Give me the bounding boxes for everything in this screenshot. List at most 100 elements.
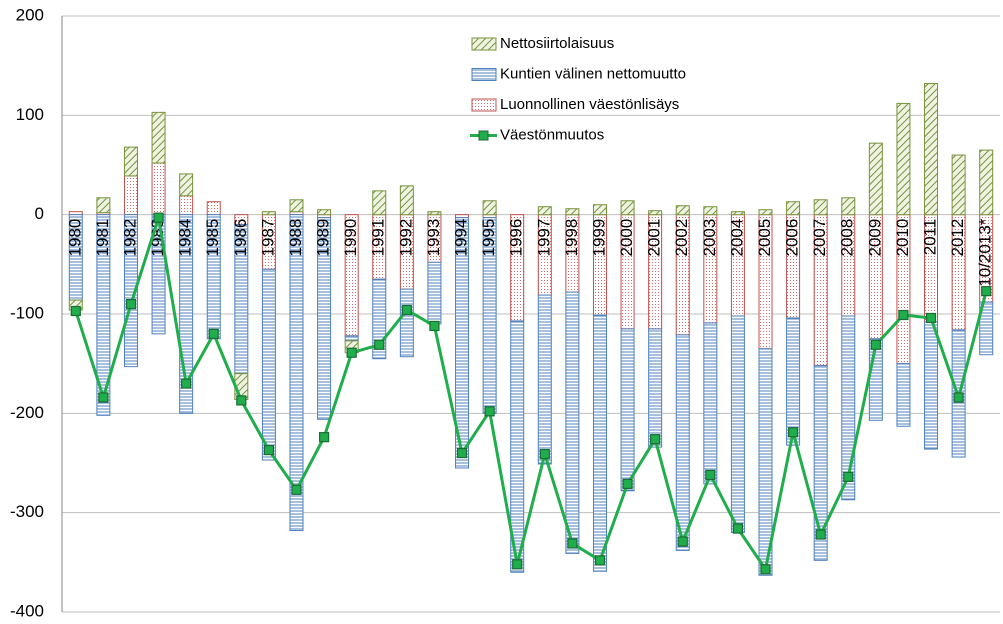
bar-segment bbox=[565, 208, 580, 216]
legend-marker bbox=[478, 130, 489, 141]
line-marker bbox=[981, 286, 992, 297]
line-marker bbox=[374, 339, 385, 350]
y-tick-label: 200 bbox=[16, 5, 44, 24]
bar-segment bbox=[592, 314, 607, 572]
line-marker bbox=[539, 448, 550, 460]
y-tick-label: 100 bbox=[16, 105, 44, 124]
line-marker bbox=[456, 447, 468, 459]
bar-segment bbox=[372, 190, 387, 216]
x-tick-label: 2003 bbox=[700, 219, 719, 257]
bar-segment bbox=[455, 217, 470, 469]
line-marker bbox=[98, 392, 109, 403]
x-tick-label: 2009 bbox=[865, 219, 884, 257]
bar-segment bbox=[648, 210, 663, 216]
bar-segment bbox=[96, 197, 111, 214]
x-tick-label: 1985 bbox=[203, 219, 222, 257]
bar-segment bbox=[261, 211, 276, 216]
legend-label: Nettosiirtolaisuus bbox=[500, 35, 614, 52]
bar-segment bbox=[703, 322, 718, 485]
x-tick-label: 1982 bbox=[120, 219, 139, 257]
line-marker bbox=[263, 444, 275, 456]
x-tick-label: 2008 bbox=[838, 219, 857, 257]
bar-segment bbox=[344, 335, 359, 342]
x-tick-label: 2002 bbox=[672, 219, 691, 257]
line-marker bbox=[181, 378, 192, 389]
line-marker bbox=[429, 320, 440, 332]
bar-segment bbox=[924, 321, 939, 450]
bar-segment bbox=[951, 154, 966, 216]
line-marker bbox=[401, 304, 412, 316]
bar-segment bbox=[317, 217, 332, 420]
bar-segment bbox=[924, 83, 939, 216]
x-tick-label: 1992 bbox=[396, 219, 415, 257]
line-marker bbox=[512, 559, 523, 570]
line-series bbox=[74, 217, 988, 574]
x-tick-label: 10/2013* bbox=[976, 218, 995, 286]
x-tick-label: 1996 bbox=[507, 219, 526, 257]
bar-segment bbox=[675, 334, 690, 551]
line-marker bbox=[815, 529, 826, 540]
line-marker bbox=[622, 478, 633, 489]
line-marker bbox=[760, 564, 771, 575]
line-marker bbox=[318, 432, 330, 443]
bar-segment bbox=[620, 200, 635, 216]
bar-segment bbox=[510, 320, 525, 573]
bar-segment bbox=[482, 200, 497, 216]
x-tick-label: 1987 bbox=[258, 219, 277, 257]
y-tick-label: -300 bbox=[10, 502, 44, 521]
x-tick-label: 2001 bbox=[645, 219, 664, 257]
x-tick-label: 1986 bbox=[231, 219, 250, 257]
x-tick-label: 2006 bbox=[783, 219, 802, 257]
bar-segment bbox=[537, 206, 552, 216]
line-marker bbox=[291, 484, 302, 495]
legend-label: Väestönmuutos bbox=[500, 126, 604, 143]
legend-label: Kuntien välinen nettomuutto bbox=[500, 65, 686, 82]
bar-segment bbox=[979, 149, 994, 216]
line-marker bbox=[594, 555, 606, 566]
y-tick-label: 0 bbox=[35, 204, 44, 223]
line-marker bbox=[236, 395, 247, 406]
y-tick-label: -100 bbox=[10, 303, 44, 322]
bar-segment bbox=[841, 197, 856, 216]
bar-segment bbox=[96, 214, 111, 416]
line-marker bbox=[953, 392, 964, 403]
y-tick-label: -200 bbox=[10, 403, 44, 422]
bar-segment bbox=[868, 142, 883, 216]
line-marker bbox=[125, 298, 137, 310]
x-tick-label: 2010 bbox=[893, 219, 912, 257]
line-marker bbox=[677, 536, 688, 547]
bar-segment bbox=[427, 261, 442, 325]
bar-segment bbox=[179, 173, 194, 197]
x-tick-label: 1998 bbox=[562, 219, 581, 257]
bar-segment bbox=[289, 214, 304, 532]
legend-swatch bbox=[471, 37, 497, 51]
bar-segment bbox=[123, 175, 138, 216]
x-tick-label: 1988 bbox=[286, 219, 305, 257]
legend-swatch bbox=[471, 98, 497, 112]
line-marker bbox=[732, 523, 744, 534]
bar-segment bbox=[730, 315, 745, 534]
bar-segment bbox=[979, 301, 994, 356]
line-marker bbox=[705, 469, 716, 481]
bar-segment bbox=[151, 162, 166, 216]
bar-segment bbox=[399, 185, 414, 216]
line-marker bbox=[346, 347, 357, 358]
bar-segment bbox=[896, 102, 911, 216]
x-tick-label: 2004 bbox=[727, 219, 746, 257]
x-tick-label: 2005 bbox=[755, 219, 774, 257]
bar-segment bbox=[786, 201, 801, 216]
bar-segment bbox=[592, 204, 607, 216]
line-marker bbox=[898, 309, 909, 321]
bar-segment bbox=[758, 209, 773, 216]
x-tick-label: 1997 bbox=[534, 219, 553, 257]
x-tick-label: 1990 bbox=[341, 219, 360, 257]
bar-segment bbox=[565, 291, 580, 554]
line-marker bbox=[484, 406, 495, 417]
bar-segment bbox=[675, 205, 690, 216]
x-tick-label: 1994 bbox=[452, 219, 471, 257]
bar-segment bbox=[648, 328, 663, 448]
line-marker bbox=[567, 538, 578, 549]
x-tick-label: 1999 bbox=[589, 219, 608, 257]
line-marker bbox=[787, 427, 799, 438]
legend-swatch bbox=[471, 68, 497, 81]
